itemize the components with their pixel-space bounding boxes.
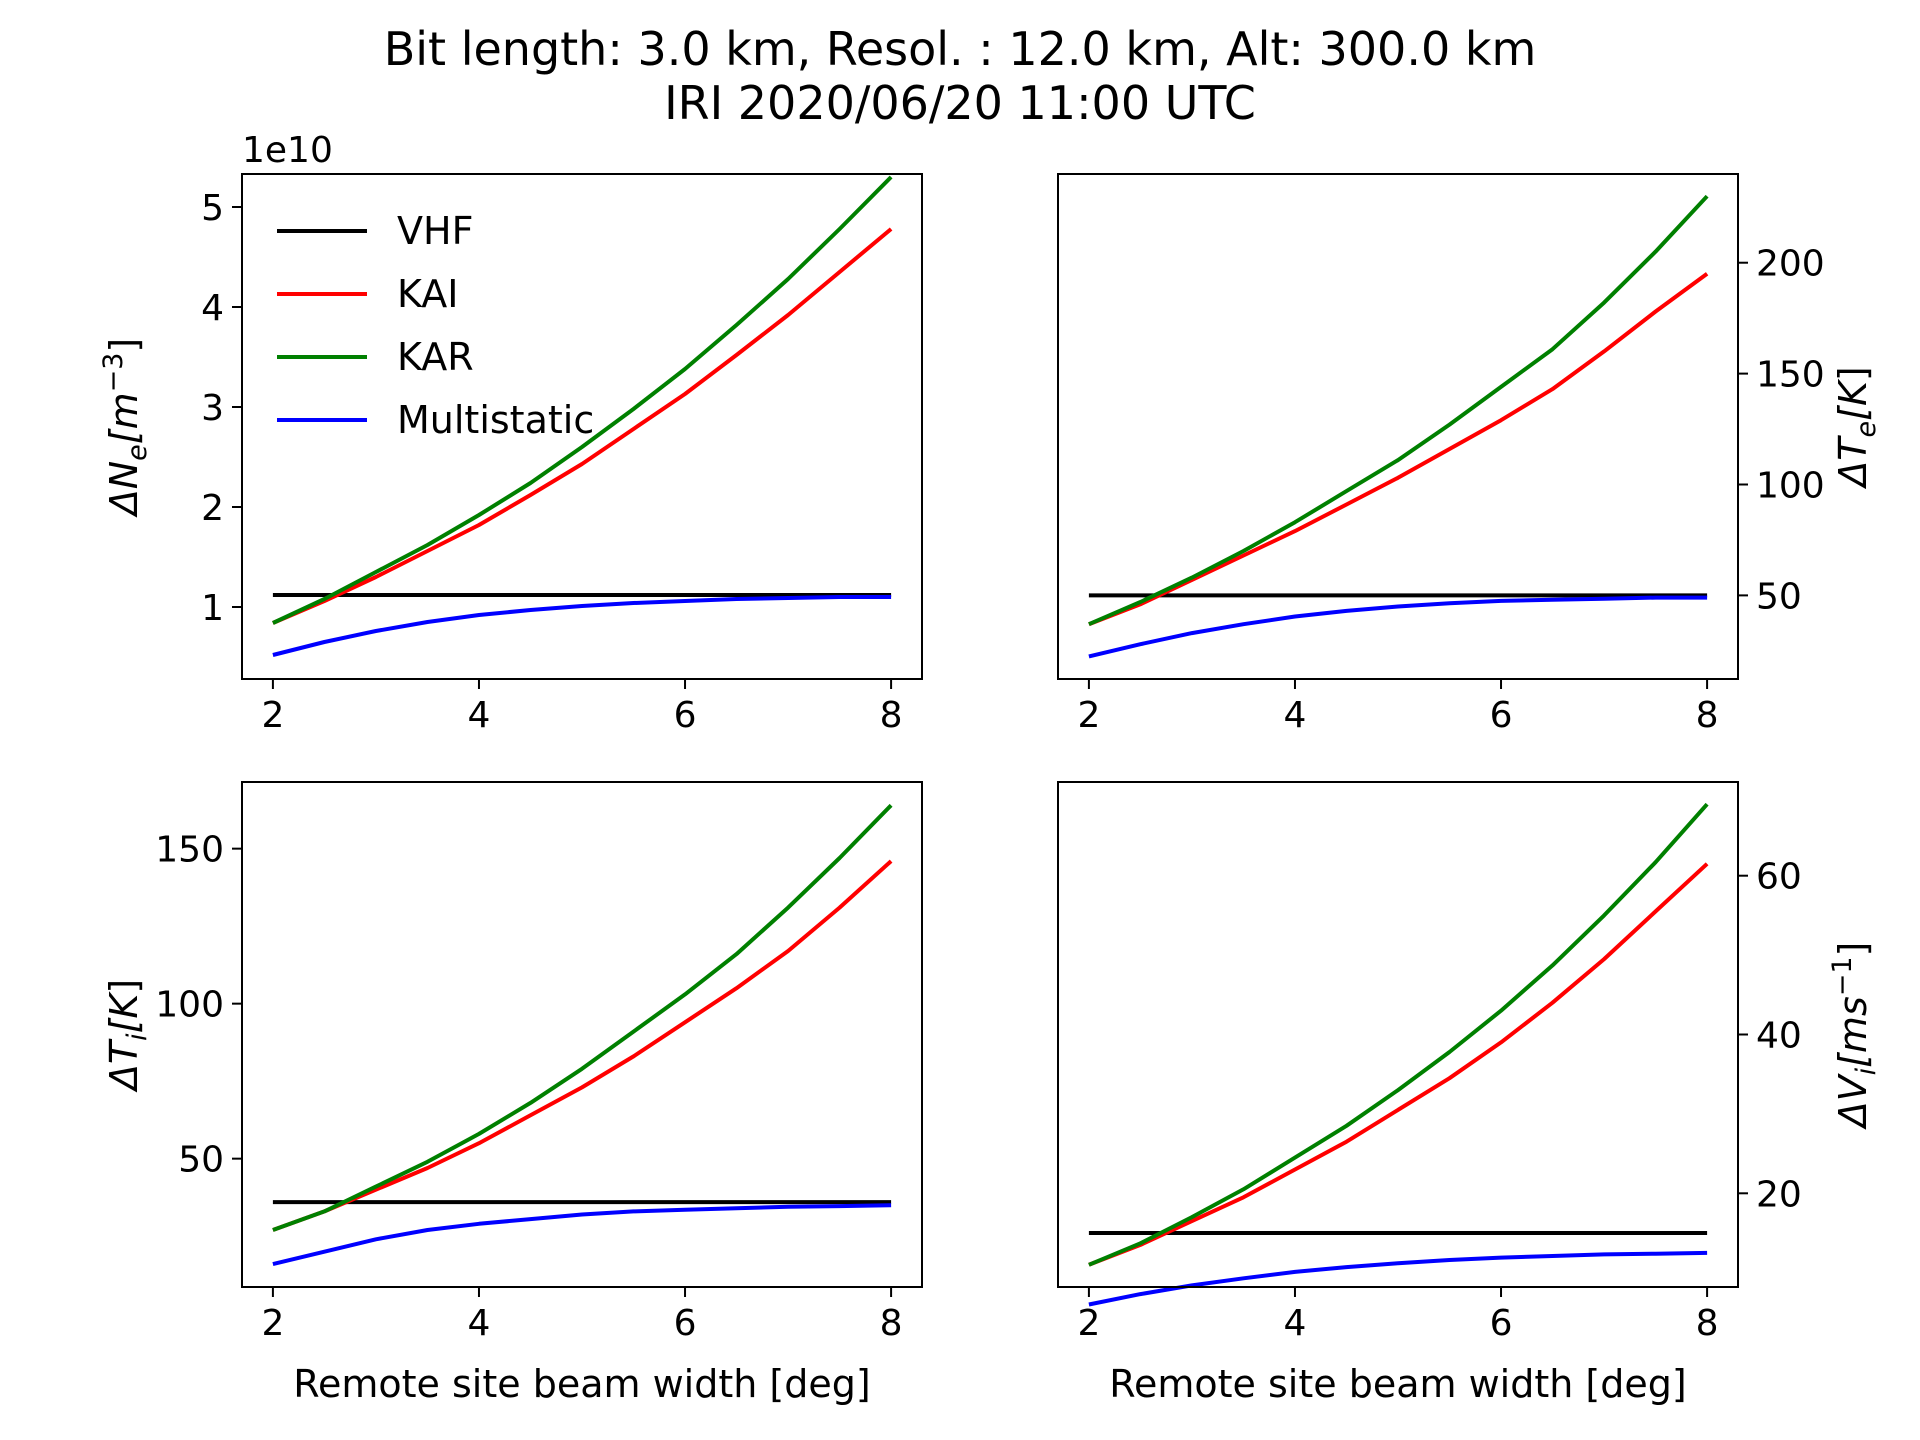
series-line-multistatic xyxy=(272,1203,892,1267)
y-axis-label-base: ΔV xyxy=(1831,1072,1875,1130)
y-tick-label: 150 xyxy=(155,830,224,871)
x-tick-label: 8 xyxy=(1696,695,1719,736)
y-tick-label: 40 xyxy=(1756,1016,1802,1057)
x-tick-label: 6 xyxy=(1490,1303,1513,1344)
y-tick-label: 1 xyxy=(201,588,224,629)
x-tick-label: 4 xyxy=(468,695,491,736)
axes-frame xyxy=(1057,781,1739,1288)
x-tick-label: 2 xyxy=(1077,695,1100,736)
series-line-multistatic xyxy=(1088,1250,1708,1307)
y-tick-label: 200 xyxy=(1756,244,1825,285)
axes-frame xyxy=(1057,173,1739,680)
legend-label-vhf: VHF xyxy=(397,209,473,253)
x-tick-label: 8 xyxy=(880,695,903,736)
y-axis-label-base: ΔN xyxy=(102,461,146,518)
y-axis-label-unit-open: [ms xyxy=(1831,996,1875,1068)
y-axis-label-unit-open: [K xyxy=(1831,378,1875,421)
legend-label-kar: KAR xyxy=(397,335,474,379)
x-tick-label: 4 xyxy=(468,1303,491,1344)
legend-label-multistatic: Multistatic xyxy=(397,398,594,442)
x-axis-label: Remote site beam width [deg] xyxy=(1109,1362,1686,1406)
panel-top-right: 2 4 6 8 50 100 150 200 ΔTe[K] xyxy=(1057,173,1882,736)
series-line-kai xyxy=(272,859,893,1232)
x-tick-label: 6 xyxy=(674,1303,697,1344)
y-axis-label: ΔVi[ms−1] xyxy=(1827,942,1882,1131)
x-axis-label: Remote site beam width [deg] xyxy=(293,1362,870,1406)
series-line-multistatic xyxy=(1088,595,1708,659)
series-line-kai xyxy=(1088,862,1709,1267)
y-axis-label-sub: i xyxy=(1851,1067,1882,1075)
y-axis-label: ΔTi[K] xyxy=(102,979,153,1093)
series-line-kar xyxy=(272,803,893,1232)
y-tick-label: 50 xyxy=(178,1140,224,1181)
x-tick-label: 2 xyxy=(261,695,284,736)
series-line-kar xyxy=(1088,194,1709,627)
axes-frame xyxy=(241,781,923,1288)
y-axis-label-unit-sup: −1 xyxy=(1827,956,1858,996)
panel-bottom-left: 2 4 6 8 50 100 150 ΔTi[K] Remote site beam width… xyxy=(102,781,923,1406)
x-tick-label: 4 xyxy=(1284,1303,1307,1344)
y-axis-label-sub: e xyxy=(1851,421,1882,438)
y-tick-label: 3 xyxy=(201,388,224,429)
series-line-kar xyxy=(1088,802,1709,1267)
figure-title-line-1: Bit length: 3.0 km, Resol. : 12.0 km, Al… xyxy=(383,22,1537,76)
y-axis-label: ΔNe[m−3] xyxy=(98,338,153,519)
y-axis-label-unit-open: [K xyxy=(102,991,146,1034)
y-tick-label: 60 xyxy=(1756,857,1802,898)
y-tick-label: 150 xyxy=(1756,355,1825,396)
y-axis-label: ΔTe[K] xyxy=(1831,366,1882,489)
y-axis-label-unit-close: ] xyxy=(1831,942,1875,957)
legend: VHF KAI KAR Multistatic xyxy=(277,209,594,442)
x-tick-label: 2 xyxy=(261,1303,284,1344)
y-axis-label-unit-close: ] xyxy=(1831,366,1875,381)
y-axis-label-unit-close: ] xyxy=(102,979,146,994)
y-tick-label: 4 xyxy=(201,288,224,329)
y-tick-label: 20 xyxy=(1756,1174,1802,1215)
series-line-multistatic xyxy=(272,595,892,657)
y-axis-label-unit-close: ] xyxy=(102,338,146,353)
figure-title-line-2: IRI 2020/06/20 11:00 UTC xyxy=(664,76,1256,130)
y-axis-label-sub: e xyxy=(122,444,153,461)
y-offset-text: 1e10 xyxy=(242,130,333,171)
x-tick-label: 8 xyxy=(880,1303,903,1344)
panel-top-left: 2 4 6 8 1 2 3 4 5 1e10 ΔNe[m−3] xyxy=(98,130,923,736)
axes-frame xyxy=(241,173,923,680)
y-tick-label: 5 xyxy=(201,188,224,229)
y-axis-label-unit-sup: −3 xyxy=(98,353,129,393)
series-line-kar xyxy=(272,175,893,625)
y-tick-label: 2 xyxy=(201,488,224,529)
y-tick-label: 50 xyxy=(1756,576,1802,617)
y-tick-label: 100 xyxy=(1756,465,1825,506)
x-tick-label: 2 xyxy=(1077,1303,1100,1344)
y-axis-label-sub: i xyxy=(122,1033,153,1041)
x-tick-label: 4 xyxy=(1284,695,1307,736)
y-tick-label: 100 xyxy=(155,985,224,1026)
series-line-kai xyxy=(272,227,893,625)
y-axis-label-base: ΔT xyxy=(1831,435,1875,490)
y-axis-label-unit-open: [m xyxy=(102,392,146,444)
x-tick-label: 8 xyxy=(1696,1303,1719,1344)
legend-label-kai: KAI xyxy=(397,272,458,316)
x-tick-label: 6 xyxy=(1490,695,1513,736)
series-line-kai xyxy=(1088,272,1709,627)
y-axis-label-base: ΔT xyxy=(102,1038,146,1093)
panel-bottom-right: 2 4 6 8 20 40 60 ΔVi[ms−1] Remote site beam widt… xyxy=(1057,781,1882,1406)
x-tick-label: 6 xyxy=(674,695,697,736)
